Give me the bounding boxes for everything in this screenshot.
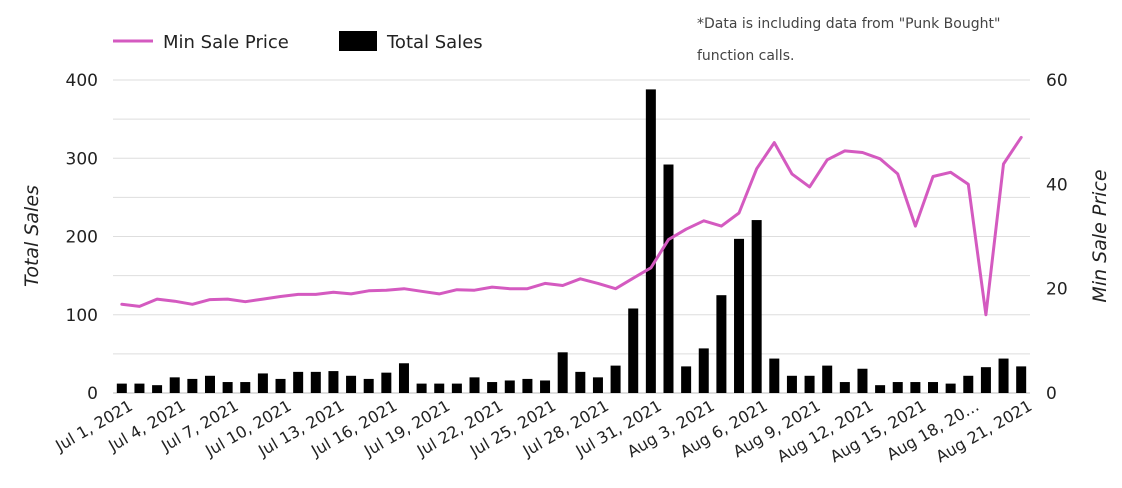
note-line-2: function calls. [697, 48, 794, 64]
bar-total-sales [540, 380, 551, 393]
bar-total-sales [716, 295, 727, 393]
bar-total-sales [504, 380, 515, 393]
bar-total-sales [998, 358, 1009, 393]
bar-total-sales [240, 382, 251, 393]
legend-label-total-sales: Total Sales [386, 32, 483, 53]
bar-total-sales [398, 363, 409, 393]
bar-total-sales [786, 375, 797, 393]
bar-total-sales [469, 377, 480, 393]
legend-label-min-sale-price: Min Sale Price [163, 32, 289, 53]
bar-total-sales [1016, 366, 1027, 393]
note: *Data is including data from "Punk Bough… [697, 16, 1000, 64]
bars [116, 89, 1027, 393]
bar-total-sales [169, 377, 180, 393]
bar-total-sales [839, 382, 850, 393]
bar-total-sales [645, 89, 656, 393]
bar-total-sales [734, 238, 745, 393]
bar-total-sales [222, 382, 233, 393]
bar-total-sales [857, 368, 868, 393]
bar-total-sales [381, 372, 392, 393]
bar-total-sales [928, 382, 939, 393]
bar-total-sales [751, 220, 762, 393]
bar-total-sales [980, 367, 991, 393]
left-tick-label: 200 [66, 228, 98, 248]
right-tick-label: 60 [1046, 71, 1068, 91]
bar-total-sales [804, 375, 815, 393]
bar-total-sales [310, 371, 321, 393]
bar-total-sales [416, 383, 427, 393]
bar-total-sales [610, 365, 621, 393]
line-min-sale-price [120, 135, 1023, 317]
bar-total-sales [257, 373, 268, 393]
bar-total-sales [134, 383, 145, 393]
bar-total-sales [487, 382, 498, 393]
bar-total-sales [698, 348, 709, 393]
bar-total-sales [769, 358, 780, 393]
right-tick-label: 40 [1046, 175, 1068, 195]
bar-total-sales [892, 382, 903, 393]
bar-total-sales [963, 375, 974, 393]
bar-total-sales [822, 365, 833, 393]
line-series [120, 135, 1023, 317]
right-tick-label: 0 [1046, 384, 1057, 404]
right-tick-label: 20 [1046, 280, 1068, 300]
gridlines [113, 79, 1030, 394]
bar-total-sales [275, 378, 286, 393]
bar-total-sales [628, 308, 639, 393]
bar-total-sales [293, 371, 304, 393]
left-tick-label: 400 [66, 71, 98, 91]
bar-total-sales [346, 375, 357, 393]
bar-total-sales [681, 366, 692, 393]
left-tick-label: 100 [66, 306, 98, 326]
left-tick-label: 300 [66, 149, 98, 169]
left-tick-label: 0 [87, 384, 98, 404]
bar-total-sales [945, 383, 956, 393]
bar-total-sales [663, 164, 674, 393]
bar-total-sales [451, 383, 462, 393]
legend-bar-swatch [339, 31, 377, 51]
bar-total-sales [116, 383, 127, 393]
bar-total-sales [875, 385, 886, 393]
right-axis-title: Min Sale Price [1089, 169, 1111, 302]
bar-total-sales [575, 371, 586, 393]
bar-total-sales [363, 378, 374, 393]
note-line-1: *Data is including data from "Punk Bough… [697, 16, 1000, 32]
bar-total-sales [522, 378, 533, 393]
bar-total-sales [204, 375, 215, 393]
left-axis-title: Total Sales [21, 185, 43, 287]
bar-total-sales [152, 385, 163, 393]
bar-total-sales [592, 377, 603, 393]
bar-total-sales [187, 378, 198, 393]
bar-total-sales [557, 352, 568, 393]
bar-total-sales [434, 383, 445, 393]
bar-total-sales [910, 382, 921, 393]
legend: Min Sale Price Total Sales [113, 31, 483, 53]
bar-total-sales [328, 371, 339, 393]
